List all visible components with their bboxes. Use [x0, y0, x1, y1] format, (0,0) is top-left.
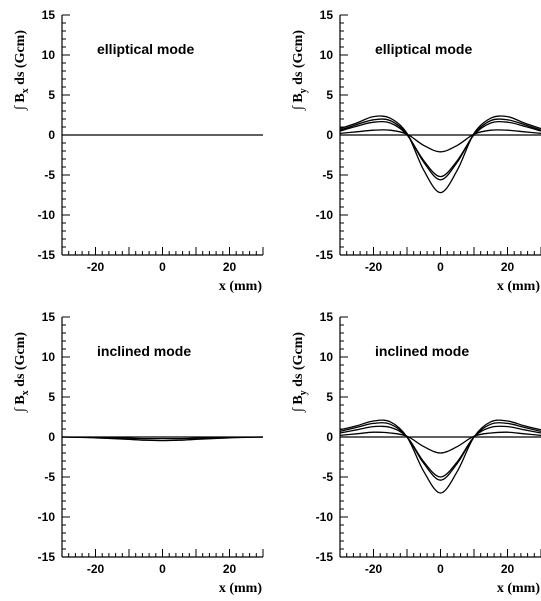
y-tick-label: 5	[48, 88, 55, 102]
series-line-3	[340, 120, 541, 178]
y-tick-label: 10	[320, 350, 334, 364]
y-tick-label: -5	[322, 168, 333, 182]
x-tick-label: 20	[501, 562, 515, 576]
y-tick-label: 10	[42, 350, 56, 364]
x-tick-label: 0	[159, 260, 166, 274]
y-tick-label: 5	[326, 390, 333, 404]
y-tick-label: 0	[326, 430, 333, 444]
x-tick-label: 0	[437, 260, 444, 274]
mode-annotation: elliptical mode	[375, 41, 472, 57]
x-tick-label: 20	[223, 260, 237, 274]
x-tick-label: -20	[365, 260, 383, 274]
mode-annotation: inclined mode	[375, 343, 469, 359]
x-tick-label: 0	[437, 562, 444, 576]
y-tick-label: -10	[38, 208, 56, 222]
series-line-1	[340, 419, 541, 494]
x-tick-label: -20	[87, 562, 105, 576]
y-tick-label: -15	[38, 248, 56, 262]
y-tick-label: -5	[322, 470, 333, 484]
y-tick-label: 5	[326, 88, 333, 102]
x-axis-label: x (mm)	[219, 581, 262, 596]
panel-1: 15 10 5 0 -5 -10 -15 -20 0 20 x (mm) ∫ Bx ds (Gcm) e…	[13, 8, 264, 294]
x-tick-label: 20	[223, 562, 237, 576]
series-line-2	[340, 118, 541, 181]
y-tick-label: -15	[316, 550, 334, 564]
y-tick-label: -10	[38, 510, 56, 524]
series-line-1	[340, 115, 541, 194]
y-axis-label: ∫ Bx ds (Gcm)	[13, 30, 31, 111]
x-tick-label: 0	[159, 562, 166, 576]
x-tick-label: 20	[501, 260, 515, 274]
series-line-2	[340, 422, 541, 481]
x-tick-label: -20	[365, 562, 383, 576]
series-group	[62, 436, 263, 442]
series-line-4	[340, 129, 541, 153]
y-axis-label: ∫ By ds (Gcm)	[291, 332, 309, 413]
y-tick-label: -10	[316, 208, 334, 222]
panel-4: 15 10 5 0 -5 -10 -15 -20 0 20 x (mm) ∫ By ds (Gcm) i…	[291, 310, 541, 596]
x-axis-label: x (mm)	[497, 581, 540, 596]
y-tick-label: -5	[44, 470, 55, 484]
mode-annotation: elliptical mode	[97, 41, 194, 57]
y-tick-label: 5	[48, 390, 55, 404]
series-line-3	[340, 425, 541, 478]
y-tick-label: 0	[48, 128, 55, 142]
series-group	[340, 115, 541, 194]
y-tick-label: 0	[326, 128, 333, 142]
y-tick-label: 10	[42, 48, 56, 62]
panel-2: 15 10 5 0 -5 -10 -15 -20 0 20 x (mm) ∫ By ds (Gcm) e…	[291, 8, 541, 294]
y-tick-label: -10	[316, 510, 334, 524]
panel-3: 15 10 5 0 -5 -10 -15 -20 0 20 x (mm) ∫ Bx ds (Gcm) i…	[13, 310, 264, 596]
y-tick-label: 15	[320, 310, 334, 324]
y-axis-label: ∫ Bx ds (Gcm)	[13, 332, 31, 413]
series-line-4	[340, 431, 541, 454]
y-tick-label: 15	[42, 310, 56, 324]
y-tick-label: 0	[48, 430, 55, 444]
y-axis-label: ∫ By ds (Gcm)	[291, 30, 309, 111]
mode-annotation: inclined mode	[97, 343, 191, 359]
y-tick-label: -5	[44, 168, 55, 182]
x-axis-label: x (mm)	[497, 279, 540, 294]
x-tick-label: -20	[87, 260, 105, 274]
y-tick-label: 15	[42, 8, 56, 22]
x-axis-label: x (mm)	[219, 279, 262, 294]
y-tick-label: 10	[320, 48, 334, 62]
y-tick-label: 15	[320, 8, 334, 22]
y-tick-label: -15	[316, 248, 334, 262]
y-tick-label: -15	[38, 550, 56, 564]
series-group	[340, 419, 541, 494]
